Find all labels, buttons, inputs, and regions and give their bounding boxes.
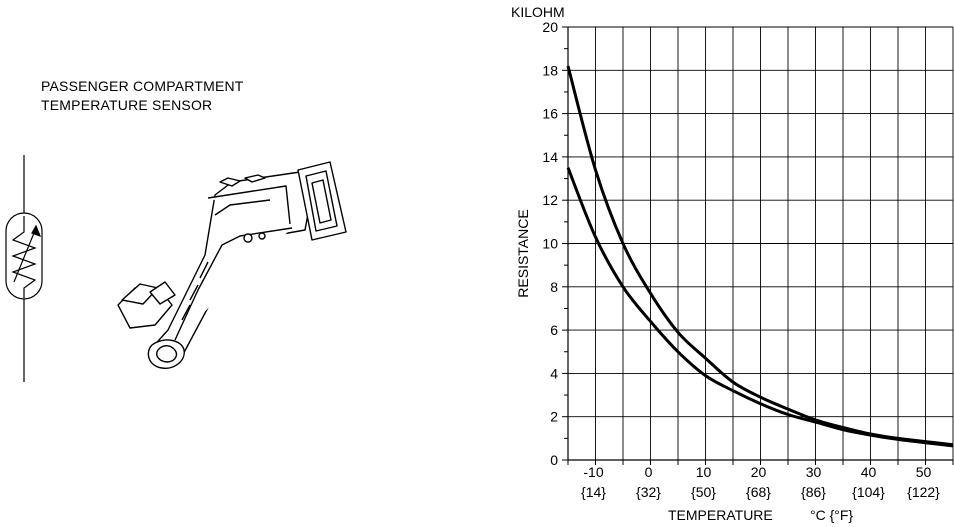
y-tick-label: 12 <box>542 192 558 208</box>
y-tick-label: 0 <box>550 452 558 468</box>
sensor-label: PASSENGER COMPARTMENT TEMPERATURE SENSOR <box>41 77 244 115</box>
y-axis-label: RESISTANCE <box>515 209 531 297</box>
y-tick-label: 4 <box>550 365 558 381</box>
x-tick-label-celsius: 40 <box>861 464 877 480</box>
x-tick-label-fahrenheit: {122} <box>907 484 940 500</box>
thermistor-symbol-icon <box>5 155 43 382</box>
x-tick-label-celsius: 50 <box>916 464 932 480</box>
x-tick-label-fahrenheit: {86} <box>801 484 826 500</box>
sensor-label-line1: PASSENGER COMPARTMENT <box>41 78 244 94</box>
x-tick-label-celsius: 30 <box>806 464 822 480</box>
y-tick-label: 2 <box>550 409 558 425</box>
resistance-temperature-chart: 0 2 4 6 8 10 12 14 16 18 20 -10 {14} 0 {32} 10 {50} 20 {68… <box>511 4 954 523</box>
y-tick-label: 20 <box>542 19 558 35</box>
y-axis-unit: KILOHM <box>511 4 565 20</box>
y-tick-label: 16 <box>542 106 558 122</box>
y-tick-label: 18 <box>542 62 558 78</box>
y-tick-label: 8 <box>550 279 558 295</box>
y-tick-label: 14 <box>542 149 558 165</box>
series-line-2 <box>566 167 954 448</box>
x-tick-label-celsius: 0 <box>645 464 653 480</box>
sensor-label-line2: TEMPERATURE SENSOR <box>41 97 213 113</box>
x-axis-unit: °C {°F} <box>810 507 853 523</box>
y-tick-label: 6 <box>550 322 558 338</box>
x-tick-label-fahrenheit: {14} <box>581 484 606 500</box>
temperature-sensor-illustration-icon <box>117 161 347 369</box>
x-tick-label-fahrenheit: {32} <box>636 484 661 500</box>
x-tick-label-celsius: -10 <box>583 464 603 480</box>
y-tick-label: 10 <box>542 236 558 252</box>
x-axis-label: TEMPERATURE <box>668 507 773 523</box>
x-tick-label-fahrenheit: {104} <box>852 484 885 500</box>
x-tick-label-celsius: 10 <box>696 464 712 480</box>
x-tick-label-celsius: 20 <box>751 464 767 480</box>
x-tick-label-fahrenheit: {50} <box>691 484 716 500</box>
x-tick-label-fahrenheit: {68} <box>746 484 771 500</box>
